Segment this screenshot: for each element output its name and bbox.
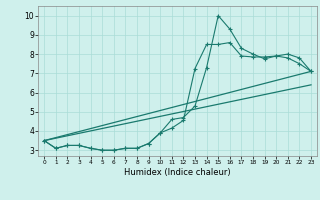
X-axis label: Humidex (Indice chaleur): Humidex (Indice chaleur) [124,168,231,177]
